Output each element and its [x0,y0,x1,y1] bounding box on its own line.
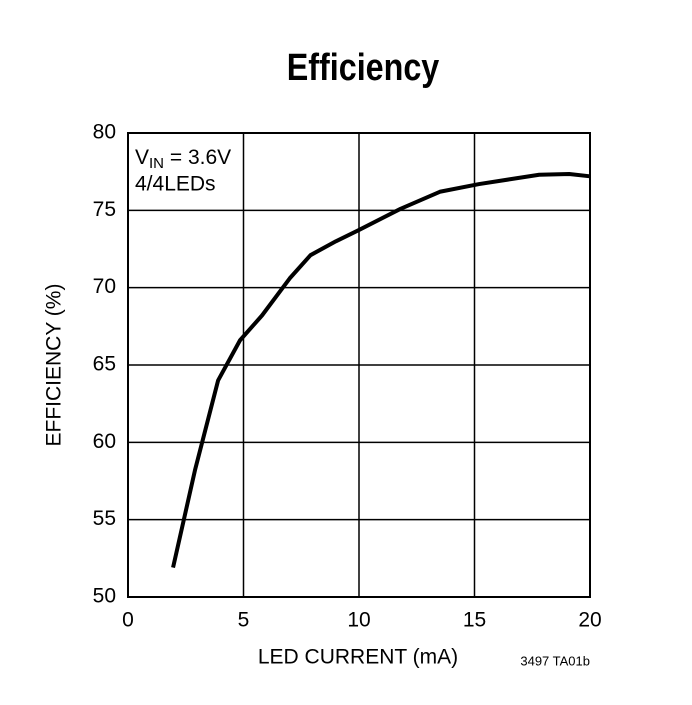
y-axis-label: EFFICIENCY (%) [43,284,66,447]
line [171,171,591,569]
chart-title: Efficiency [287,47,440,89]
plot-frame [127,132,591,598]
x-tick-label: 15 [463,609,486,632]
x-tick-label: 20 [578,609,601,632]
x-axis-label: LED CURRENT (mA) [258,646,458,669]
footnote: 3497 TA01b [520,653,590,668]
y-tick-label: 65 [93,353,116,376]
y-tick-label: 50 [93,585,116,608]
y-tick-label: 75 [93,198,116,221]
x-tick-label: 10 [347,609,370,632]
y-tick-label: 60 [93,430,116,453]
annotation: VIN = 3.6V [135,146,231,172]
x-tick-label: 0 [122,609,134,632]
annotation-subscript: IN [149,155,164,172]
annotation-line: 4/4LEDs [135,173,216,196]
y-tick-label: 55 [93,507,116,530]
y-tick-label: 70 [93,275,116,298]
annotation-symbol: V [135,146,149,169]
y-tick-label: 80 [93,121,116,144]
x-tick-label: 5 [238,609,250,632]
annotation-text: = 3.6V [164,146,231,169]
